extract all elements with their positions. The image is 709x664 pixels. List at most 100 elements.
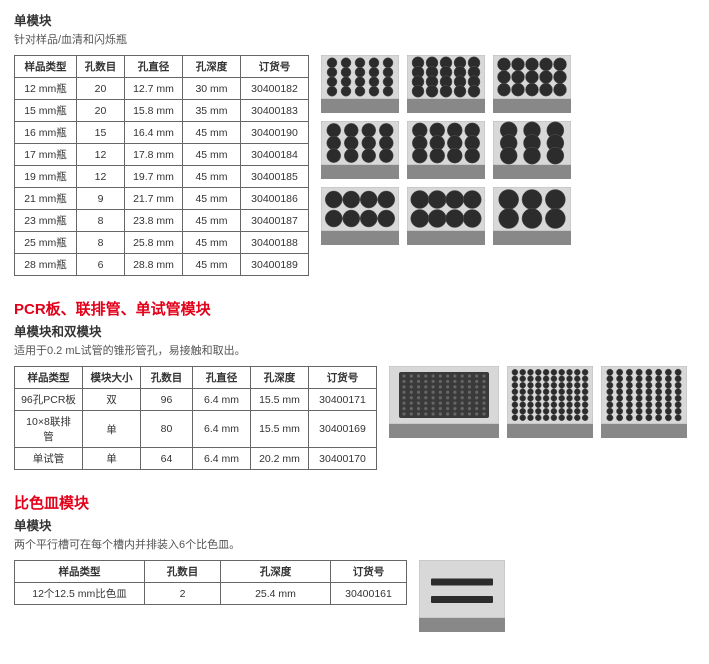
table-cell: 30400171 — [309, 389, 377, 411]
table-cell: 17.8 mm — [125, 144, 183, 166]
table-cell: 45 mm — [183, 210, 241, 232]
table-row: 15 mm瓶2015.8 mm35 mm30400183 — [15, 100, 309, 122]
table-cell: 30400170 — [309, 448, 377, 470]
table-cell: 15.8 mm — [125, 100, 183, 122]
block-image — [493, 187, 571, 245]
table-header: 订货号 — [241, 56, 309, 78]
table-cell: 25.8 mm — [125, 232, 183, 254]
table-row: 21 mm瓶921.7 mm45 mm30400186 — [15, 188, 309, 210]
table-cell: 6 — [77, 254, 125, 276]
table-cell: 45 mm — [183, 166, 241, 188]
table-cell: 2 — [145, 583, 221, 605]
section3-title: 比色皿模块 — [14, 492, 695, 513]
table1: 样品类型孔数目孔直径孔深度订货号 12 mm瓶2012.7 mm30 mm304… — [14, 55, 309, 276]
table-cell: 25 mm瓶 — [15, 232, 77, 254]
table-cell: 16 mm瓶 — [15, 122, 77, 144]
block-image — [389, 366, 499, 438]
section1-images — [321, 55, 621, 245]
section2-images — [389, 366, 695, 438]
table-cell: 8 — [77, 232, 125, 254]
table-cell: 12 — [77, 166, 125, 188]
table-header: 孔深度 — [251, 367, 309, 389]
table-row: 17 mm瓶1217.8 mm45 mm30400184 — [15, 144, 309, 166]
table-cell: 10×8联排管 — [15, 411, 83, 448]
table-cell: 17 mm瓶 — [15, 144, 77, 166]
table-row: 25 mm瓶825.8 mm45 mm30400188 — [15, 232, 309, 254]
table-cell: 21 mm瓶 — [15, 188, 77, 210]
table-row: 16 mm瓶1516.4 mm45 mm30400190 — [15, 122, 309, 144]
table-cell: 80 — [141, 411, 193, 448]
table-row: 单试管单646.4 mm20.2 mm30400170 — [15, 448, 377, 470]
table-header: 孔深度 — [183, 56, 241, 78]
table-cell: 30400169 — [309, 411, 377, 448]
table-cell: 30400187 — [241, 210, 309, 232]
block-image — [493, 55, 571, 113]
table-cell: 9 — [77, 188, 125, 210]
table-cell: 30400161 — [331, 583, 407, 605]
table-cell: 19.7 mm — [125, 166, 183, 188]
section-single-block: 单模块 针对样品/血清和闪烁瓶 样品类型孔数目孔直径孔深度订货号 12 mm瓶2… — [14, 10, 695, 276]
table-cell: 64 — [141, 448, 193, 470]
table-header: 样品类型 — [15, 561, 145, 583]
table-cell: 25.4 mm — [221, 583, 331, 605]
table-cell: 30400188 — [241, 232, 309, 254]
table-cell: 单 — [83, 411, 141, 448]
block-image — [321, 55, 399, 113]
section1-subtitle: 针对样品/血清和闪烁瓶 — [14, 31, 695, 47]
block-image — [493, 121, 571, 179]
table-cell: 20.2 mm — [251, 448, 309, 470]
table-header: 孔数目 — [141, 367, 193, 389]
table-cell: 45 mm — [183, 144, 241, 166]
table-cell: 12 mm瓶 — [15, 78, 77, 100]
table-cell: 45 mm — [183, 188, 241, 210]
table-header: 订货号 — [309, 367, 377, 389]
block-image — [321, 121, 399, 179]
table-row: 12 mm瓶2012.7 mm30 mm30400182 — [15, 78, 309, 100]
table-header: 孔深度 — [221, 561, 331, 583]
table-cell: 8 — [77, 210, 125, 232]
table-cell: 28.8 mm — [125, 254, 183, 276]
section2-title2: 单模块和双模块 — [14, 321, 695, 340]
table-cell: 15 mm瓶 — [15, 100, 77, 122]
table-header: 孔直径 — [125, 56, 183, 78]
table-row: 23 mm瓶823.8 mm45 mm30400187 — [15, 210, 309, 232]
table2-wrap: 样品类型模块大小孔数目孔直径孔深度订货号 96孔PCR板双966.4 mm15.… — [14, 366, 377, 470]
table-cell: 双 — [83, 389, 141, 411]
table-cell: 30400183 — [241, 100, 309, 122]
section3-title2: 单模块 — [14, 515, 695, 534]
table-header: 孔直径 — [193, 367, 251, 389]
table-cell: 30 mm — [183, 78, 241, 100]
table-cell: 15 — [77, 122, 125, 144]
block-image — [321, 187, 399, 245]
table-cell: 30400182 — [241, 78, 309, 100]
section3-images — [419, 560, 695, 632]
table-cell: 30400190 — [241, 122, 309, 144]
table-cell: 15.5 mm — [251, 389, 309, 411]
table-cell: 单试管 — [15, 448, 83, 470]
table-header: 孔数目 — [77, 56, 125, 78]
table-cell: 6.4 mm — [193, 411, 251, 448]
section-cuvette-block: 比色皿模块 单模块 两个平行槽可在每个槽内并排装入6个比色皿。 样品类型孔数目孔… — [14, 492, 695, 632]
table-cell: 20 — [77, 78, 125, 100]
table-row: 28 mm瓶628.8 mm45 mm30400189 — [15, 254, 309, 276]
table-cell: 21.7 mm — [125, 188, 183, 210]
table-row: 96孔PCR板双966.4 mm15.5 mm30400171 — [15, 389, 377, 411]
table-cell: 6.4 mm — [193, 389, 251, 411]
block-image — [407, 187, 485, 245]
table-header: 孔数目 — [145, 561, 221, 583]
table-cell: 23 mm瓶 — [15, 210, 77, 232]
block-image — [507, 366, 593, 438]
table-cell: 12个12.5 mm比色皿 — [15, 583, 145, 605]
table-cell: 30400185 — [241, 166, 309, 188]
table-cell: 45 mm — [183, 254, 241, 276]
table-cell: 23.8 mm — [125, 210, 183, 232]
table-row: 12个12.5 mm比色皿225.4 mm30400161 — [15, 583, 407, 605]
table-row: 10×8联排管单806.4 mm15.5 mm30400169 — [15, 411, 377, 448]
table-cell: 30400184 — [241, 144, 309, 166]
block-image — [407, 55, 485, 113]
section1-title: 单模块 — [14, 10, 695, 29]
table-row: 19 mm瓶1219.7 mm45 mm30400185 — [15, 166, 309, 188]
table-header: 样品类型 — [15, 56, 77, 78]
table-cell: 45 mm — [183, 232, 241, 254]
section3-subtitle: 两个平行槽可在每个槽内并排装入6个比色皿。 — [14, 536, 695, 552]
